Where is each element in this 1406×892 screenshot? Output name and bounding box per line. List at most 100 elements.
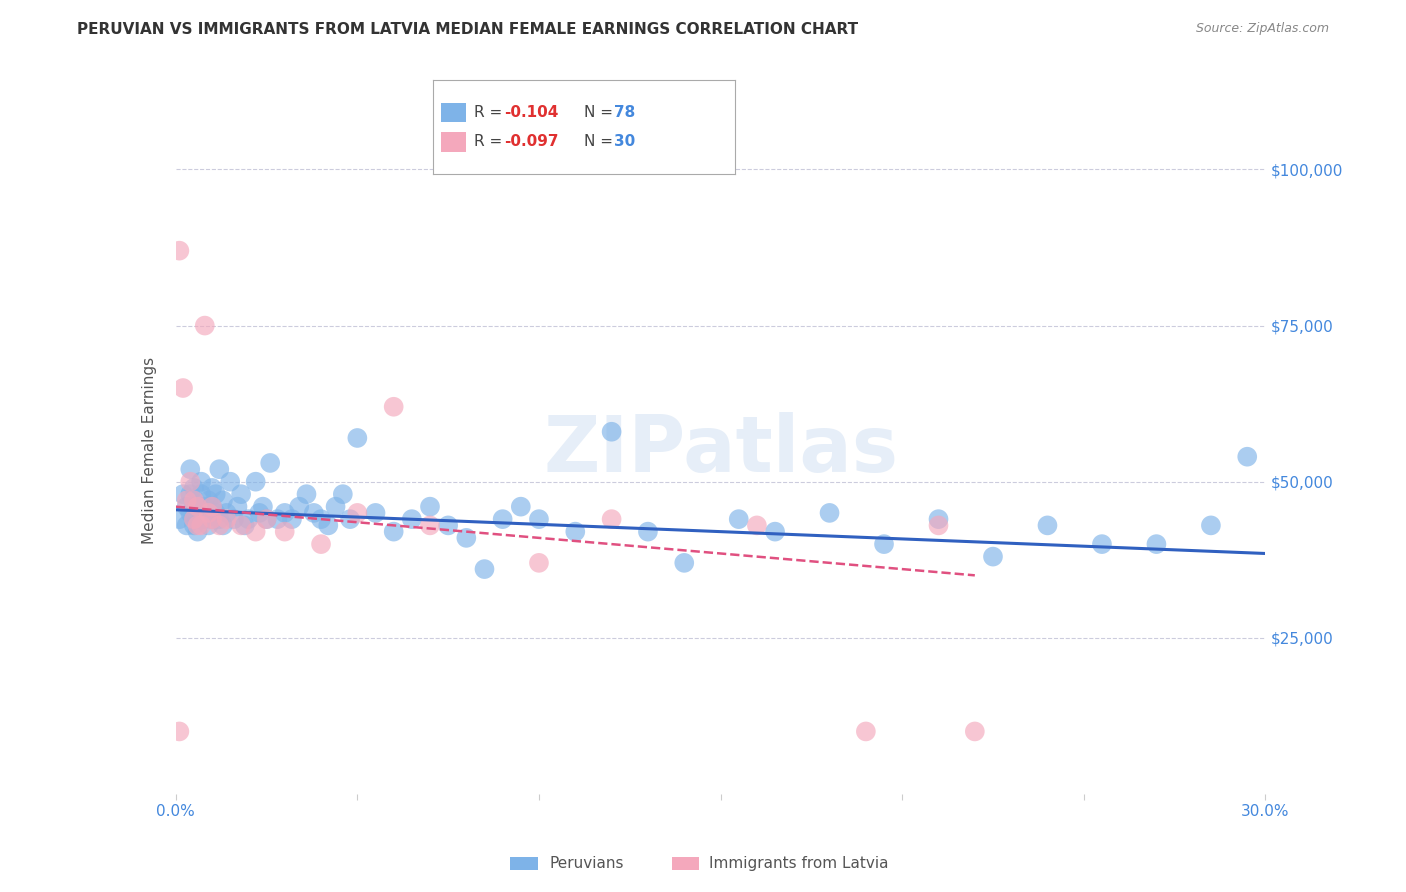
Point [186,524,209,539]
Point [215,512,238,526]
Point [231,518,253,533]
Point [219,475,242,489]
Point [176,500,198,514]
Point [197,493,219,508]
Point [727,512,749,526]
Point [179,506,201,520]
Point [564,524,586,539]
Text: ZIPatlas: ZIPatlas [543,412,898,489]
Point [194,500,217,514]
Point [172,381,194,395]
Point [208,462,231,476]
Point [1091,537,1114,551]
Point [190,518,212,533]
Point [637,524,659,539]
Point [309,537,332,551]
Point [259,456,281,470]
Point [325,500,347,514]
Point [295,487,318,501]
Point [474,562,496,576]
Point [190,487,212,501]
Point [419,500,441,514]
Point [183,512,205,526]
FancyBboxPatch shape [440,103,467,122]
Point [673,556,696,570]
Point [309,512,332,526]
Point [252,500,274,514]
Point [197,518,219,533]
Point [169,724,191,739]
Point [419,518,441,533]
Point [288,500,311,514]
Point [201,481,224,495]
Point [233,518,256,533]
Point [339,512,361,526]
Point [212,493,235,508]
Point [492,512,515,526]
Point [179,462,201,476]
Point [245,475,267,489]
Point [318,518,340,533]
Text: PERUVIAN VS IMMIGRANTS FROM LATVIA MEDIAN FEMALE EARNINGS CORRELATION CHART: PERUVIAN VS IMMIGRANTS FROM LATVIA MEDIA… [77,22,859,37]
Point [456,531,478,545]
Point [981,549,1004,564]
Point [527,512,550,526]
Point [169,244,191,258]
Text: Peruvians: Peruvians [550,856,624,871]
Point [179,475,201,489]
Text: R =: R = [474,105,508,120]
Point [245,524,267,539]
Point [186,518,209,533]
Point [346,506,368,520]
Text: -0.097: -0.097 [505,135,558,149]
Point [212,518,235,533]
Text: 78: 78 [614,105,636,120]
Point [201,512,224,526]
Point [302,506,325,520]
Point [818,506,841,520]
Point [183,481,205,495]
Point [527,556,550,570]
FancyBboxPatch shape [510,857,537,870]
Point [194,512,217,526]
Point [190,475,212,489]
Point [382,524,405,539]
Point [201,500,224,514]
Point [1146,537,1168,551]
Point [190,506,212,520]
Text: R =: R = [474,135,508,149]
Point [928,518,950,533]
Point [928,512,950,526]
Point [194,318,217,333]
Text: Immigrants from Latvia: Immigrants from Latvia [709,856,889,871]
Point [215,506,238,520]
Point [401,512,423,526]
Point [201,500,224,514]
Point [509,500,531,514]
Point [208,512,231,526]
Point [176,518,198,533]
Point [222,512,245,526]
Text: 30: 30 [614,135,636,149]
Point [382,400,405,414]
Point [256,512,278,526]
Point [201,512,224,526]
FancyBboxPatch shape [440,132,467,152]
Point [364,506,387,520]
Point [745,518,768,533]
Point [176,493,198,508]
Point [186,500,209,514]
Point [204,487,226,501]
FancyBboxPatch shape [672,857,699,870]
Point [855,724,877,739]
Point [183,500,205,514]
Text: N =: N = [585,135,619,149]
Point [274,524,297,539]
Point [1199,518,1222,533]
Point [437,518,460,533]
Point [186,512,209,526]
Point [332,487,354,501]
Point [183,518,205,533]
Point [266,512,288,526]
Point [204,506,226,520]
